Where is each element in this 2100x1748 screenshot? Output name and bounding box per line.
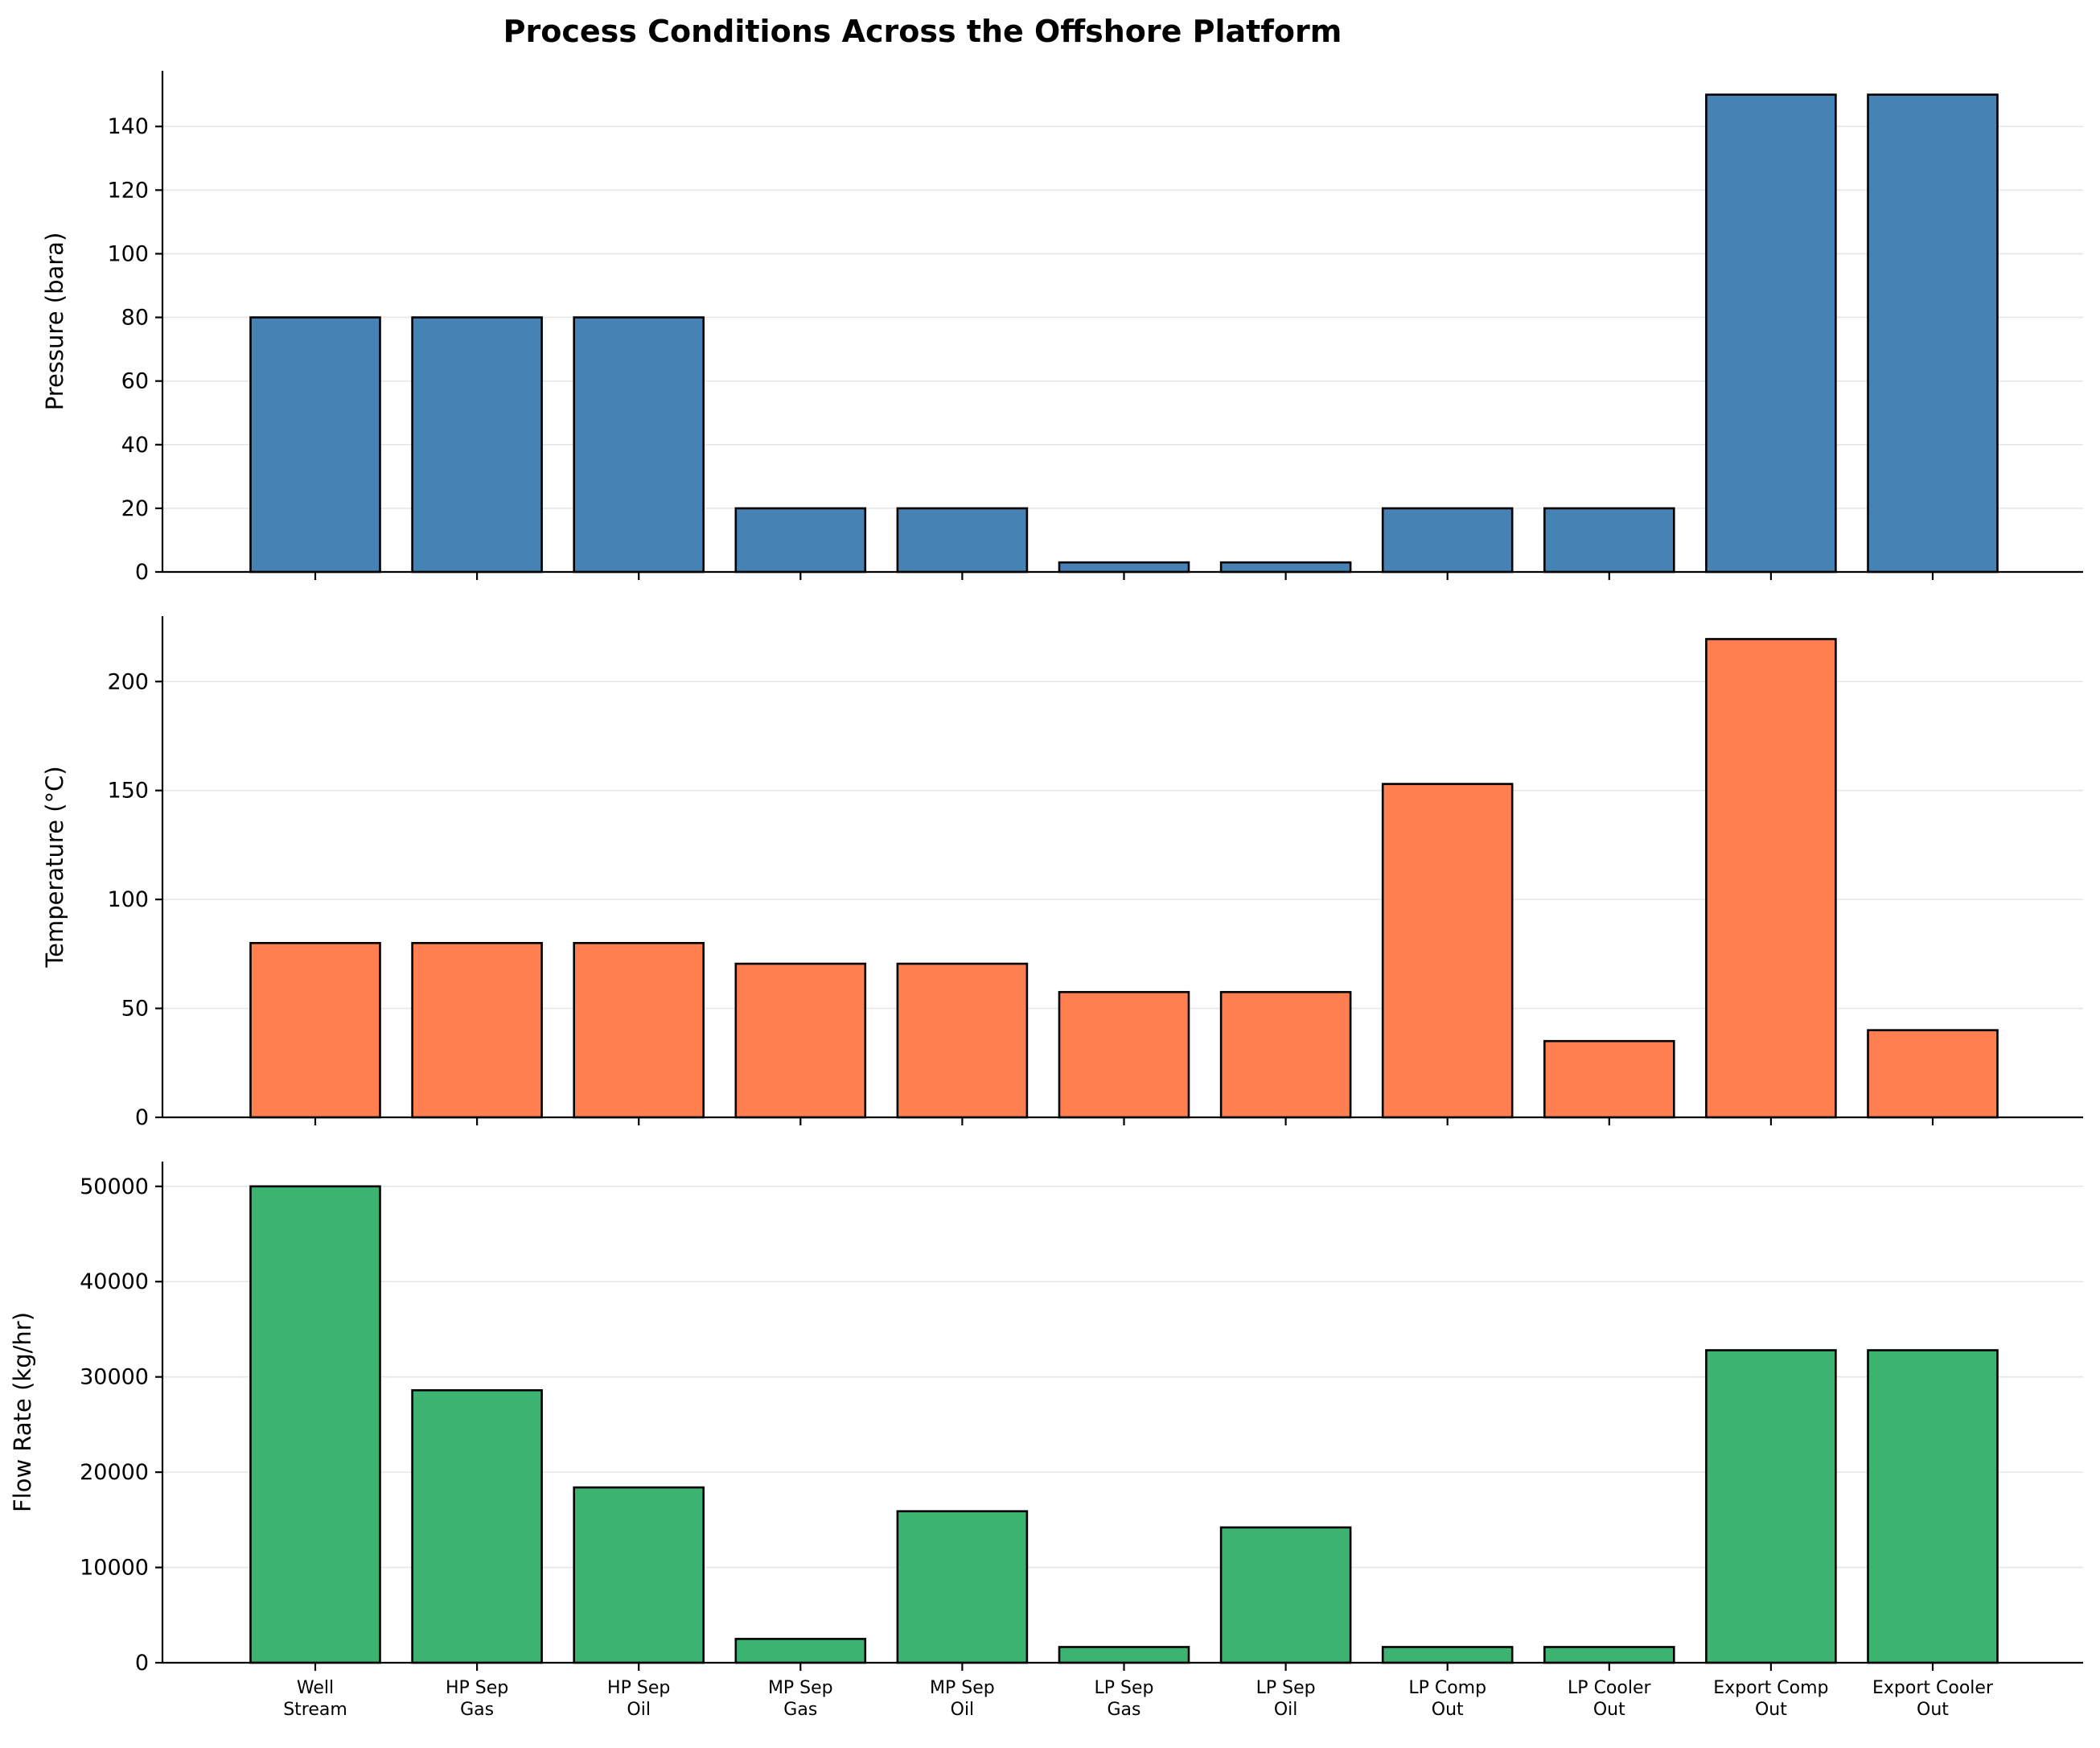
bar-1-8 (1381, 507, 1514, 574)
x-tick-label-line-4-1: MP Sep (768, 1678, 833, 1698)
x-tick-label-11: Export Cooler Out (1872, 1678, 1994, 1720)
bar-1-1 (249, 316, 381, 574)
x-tick-label-line-5-1: MP Sep (930, 1678, 995, 1698)
y-tick-label-2-4: 200 (107, 669, 149, 694)
bar-2-9 (1543, 1039, 1675, 1119)
x-tick-label-line-2-2: Gas (460, 1700, 494, 1720)
y-axis-label-3: Flow Rate (kg/hr) (9, 1312, 36, 1512)
x-tick-label-8: LP Comp Out (1408, 1678, 1486, 1720)
bar-3-5 (896, 1510, 1029, 1664)
bar-2-4 (734, 962, 867, 1119)
bar-2-10 (1705, 638, 1837, 1119)
bar-3-10 (1705, 1349, 1837, 1664)
y-tick-label-3-3: 30000 (80, 1365, 149, 1390)
y-axis-label-2: Temperature (°C) (41, 766, 68, 968)
bar-1-10 (1705, 93, 1837, 574)
y-tick-label-1-3: 60 (121, 369, 149, 394)
x-tick-label-line-1-1: Well (297, 1678, 334, 1698)
y-tick-label-1-7: 140 (107, 114, 149, 139)
x-tick-label-line-8-2: Out (1432, 1700, 1464, 1720)
bar-1-7 (1219, 561, 1352, 574)
bar-3-2 (411, 1388, 543, 1664)
bar-2-5 (896, 962, 1029, 1119)
y-tick-label-3-0: 0 (135, 1651, 149, 1676)
y-tick-label-2-3: 150 (107, 779, 149, 804)
y-axis-label-1: Pressure (bara) (41, 232, 68, 411)
bar-2-1 (249, 942, 381, 1119)
bar-3-8 (1381, 1646, 1514, 1664)
bar-3-7 (1219, 1526, 1352, 1664)
bar-1-2 (411, 316, 543, 574)
bar-2-7 (1219, 990, 1352, 1119)
x-tick-label-2: HP Sep Gas (446, 1678, 508, 1720)
bar-3-4 (734, 1638, 867, 1664)
y-tick-label-1-2: 40 (121, 433, 149, 458)
y-tick-label-3-2: 20000 (80, 1460, 149, 1485)
x-tick-label-line-6-1: LP Sep (1095, 1678, 1154, 1698)
x-tick-label-10: Export Comp Out (1713, 1678, 1828, 1720)
y-tick-label-1-0: 0 (135, 560, 149, 585)
x-tick-label-1: Well Stream (283, 1678, 347, 1720)
bar-2-11 (1867, 1029, 1999, 1119)
y-tick-label-2-0: 0 (135, 1105, 149, 1130)
bar-3-6 (1058, 1646, 1190, 1664)
x-tick-label-7: LP Sep Oil (1256, 1678, 1316, 1720)
y-tick-label-1-1: 20 (121, 496, 149, 521)
x-tick-label-9: LP Cooler Out (1568, 1678, 1651, 1720)
bar-1-4 (734, 507, 867, 574)
y-tick-label-2-1: 50 (121, 997, 149, 1022)
x-tick-label-line-7-1: LP Sep (1256, 1678, 1316, 1698)
x-tick-label-line-6-2: Gas (1108, 1700, 1141, 1720)
x-tick-label-line-4-2: Gas (783, 1700, 817, 1720)
y-tick-label-1-5: 100 (107, 241, 149, 266)
bar-2-6 (1058, 990, 1190, 1119)
x-tick-label-4: MP Sep Gas (768, 1678, 833, 1720)
y-tick-label-3-4: 40000 (80, 1269, 149, 1294)
x-tick-label-line-11-1: Export Cooler (1872, 1678, 1994, 1698)
y-tick-label-3-5: 50000 (80, 1174, 149, 1199)
bar-3-11 (1867, 1349, 1999, 1664)
x-tick-label-line-1-2: Stream (283, 1700, 347, 1720)
bar-2-8 (1381, 783, 1514, 1119)
bar-1-11 (1867, 93, 1999, 574)
x-tick-label-line-9-1: LP Cooler (1568, 1678, 1651, 1698)
y-tick-label-1-4: 80 (121, 306, 149, 331)
chart-title: Process Conditions Across the Offshore P… (503, 14, 1342, 49)
x-tick-label-line-7-2: Oil (1274, 1700, 1298, 1720)
x-tick-label-6: LP Sep Gas (1095, 1678, 1154, 1720)
x-tick-label-line-3-1: HP Sep (607, 1678, 670, 1698)
x-tick-label-5: MP Sep Oil (930, 1678, 995, 1720)
panel-2: 0 50 100 150 200 Temperature (°C) (41, 616, 2083, 1130)
bar-1-6 (1058, 561, 1190, 574)
x-tick-label-line-11-2: Out (1917, 1700, 1949, 1720)
bar-1-3 (573, 316, 705, 574)
x-tick-label-line-9-2: Out (1593, 1700, 1625, 1720)
bar-3-3 (573, 1486, 705, 1664)
x-tick-label-line-8-1: LP Comp (1408, 1678, 1486, 1698)
y-tick-label-3-1: 10000 (80, 1556, 149, 1581)
x-tick-label-3: HP Sep Oil (607, 1678, 670, 1720)
panel-3: 0 10000 20000 30000 40000 50000 Flow Rate (kg/… (9, 1162, 2083, 1676)
x-tick-label-line-5-2: Oil (951, 1700, 975, 1720)
bar-1-5 (896, 507, 1029, 574)
bar-2-2 (411, 942, 543, 1119)
panel-1: 0 20 40 60 80 100 120 140 Pressure (bara) (41, 71, 2083, 585)
y-tick-label-2-2: 100 (107, 887, 149, 912)
bar-2-3 (573, 942, 705, 1119)
x-tick-label-line-10-1: Export Comp (1713, 1678, 1828, 1698)
bar-1-9 (1543, 507, 1675, 574)
x-tick-label-line-3-2: Oil (627, 1700, 651, 1720)
x-tick-label-line-2-1: HP Sep (446, 1678, 508, 1698)
bar-3-1 (249, 1185, 381, 1664)
x-tick-label-line-10-2: Out (1755, 1700, 1787, 1720)
bar-3-9 (1543, 1646, 1675, 1664)
y-tick-label-1-6: 120 (107, 178, 149, 203)
